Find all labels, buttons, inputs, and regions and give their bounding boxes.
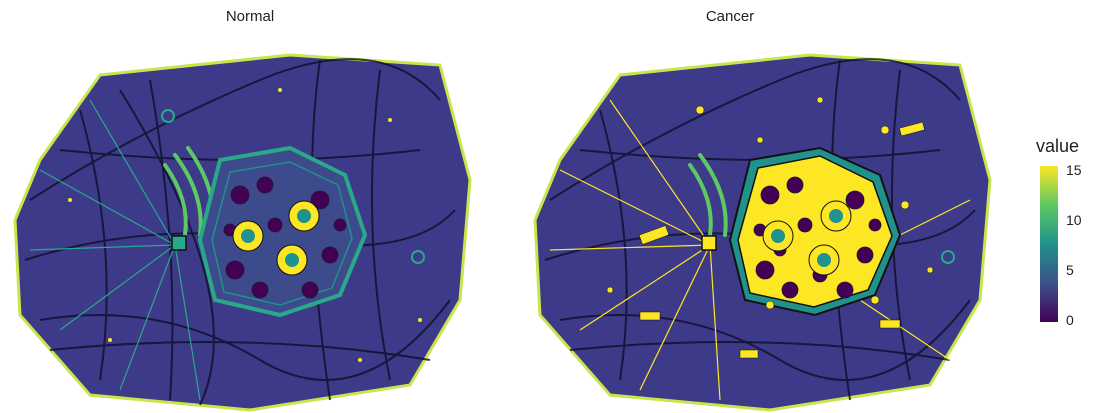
- color-legend: value 15 10 5 0: [1036, 136, 1116, 336]
- nucleoli-normal: [232, 200, 320, 276]
- centrosome-normal: [171, 235, 187, 251]
- legend-tick-mark: [1058, 220, 1064, 221]
- legend-tick-15: 15: [1066, 162, 1082, 178]
- panel-title-cancer: Cancer: [705, 8, 755, 25]
- cytoskeleton-cancer: [544, 58, 976, 401]
- legend-colorbar: [1040, 166, 1058, 322]
- panel-title-normal: Normal: [225, 8, 275, 25]
- fibers-normal: [29, 99, 201, 401]
- nucleoli-cancer: [762, 200, 852, 276]
- centrosome-cancer: [701, 235, 717, 251]
- organelle-ring-normal: [411, 250, 425, 264]
- legend-tick-0: 0: [1066, 312, 1074, 328]
- vesicles-cancer: [606, 96, 934, 359]
- legend-title: value: [1036, 136, 1080, 156]
- legend-tick-mark: [1058, 320, 1064, 321]
- vesicles-normal: [68, 88, 422, 362]
- organelle-ring-cancer: [941, 250, 955, 264]
- golgi-cancer: [688, 153, 728, 237]
- legend-tick-5: 5: [1066, 262, 1074, 278]
- legend-tick-10: 10: [1066, 212, 1082, 228]
- fibers-cancer: [549, 99, 971, 401]
- cell-cancer: [533, 53, 992, 412]
- legend-tick-mark: [1058, 170, 1064, 171]
- cell-normal: [13, 53, 472, 412]
- legend-tick-mark: [1058, 270, 1064, 271]
- cell-diagram: [13, 53, 992, 412]
- chromatin-normal: [223, 176, 347, 299]
- organelle-ring-normal-2: [161, 109, 175, 123]
